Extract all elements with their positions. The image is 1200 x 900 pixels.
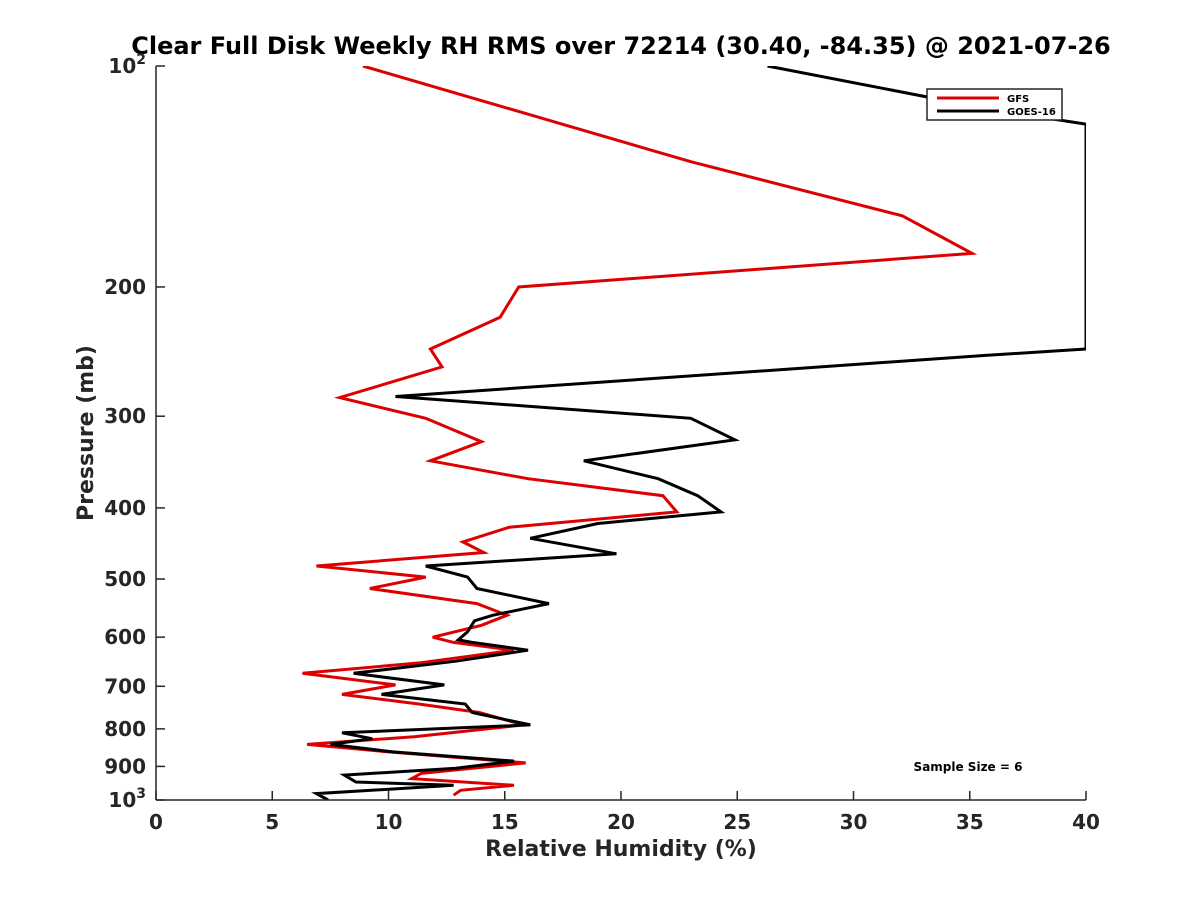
ticks-layer: 0 5 10 15 20 25 30 35 40 102 200 300 400 500 600 700 800… bbox=[104, 52, 1100, 834]
series-layer bbox=[302, 66, 1086, 800]
x-tick-label: 30 bbox=[840, 810, 868, 834]
y-tick-label: 200 bbox=[104, 275, 146, 299]
x-axis-label: Relative Humidity (%) bbox=[485, 837, 757, 862]
y-tick-label: 500 bbox=[104, 567, 146, 591]
legend: GFS GOES-16 bbox=[926, 88, 1063, 121]
x-tick-label: 25 bbox=[723, 810, 751, 834]
x-tick-label: 0 bbox=[149, 810, 163, 834]
series-line-goes-16 bbox=[311, 66, 1086, 800]
legend-box bbox=[926, 88, 1063, 121]
y-tick-label: 800 bbox=[104, 717, 146, 741]
x-tick-label: 15 bbox=[491, 810, 519, 834]
chart-title: Clear Full Disk Weekly RH RMS over 72214… bbox=[131, 32, 1111, 60]
y-tick-label: 900 bbox=[104, 754, 146, 778]
y-axis-label: Pressure (mb) bbox=[74, 345, 99, 521]
y-tick-label: 103 bbox=[108, 786, 146, 812]
legend-label-gfs: GFS bbox=[1007, 94, 1029, 105]
x-tick-label: 5 bbox=[265, 810, 279, 834]
y-tick-label: 700 bbox=[104, 674, 146, 698]
series-line-gfs bbox=[302, 66, 978, 797]
legend-label-goes-16: GOES-16 bbox=[1007, 107, 1056, 118]
y-tick-label: 400 bbox=[104, 496, 146, 520]
y-tick-label: 300 bbox=[104, 404, 146, 428]
sample-size-annotation: Sample Size = 6 bbox=[914, 760, 1023, 774]
x-tick-label: 10 bbox=[375, 810, 403, 834]
y-tick-label: 600 bbox=[104, 625, 146, 649]
x-tick-label: 40 bbox=[1072, 810, 1100, 834]
x-tick-label: 20 bbox=[607, 810, 635, 834]
x-tick-label: 35 bbox=[956, 810, 984, 834]
y-tick-label: 102 bbox=[108, 52, 146, 78]
